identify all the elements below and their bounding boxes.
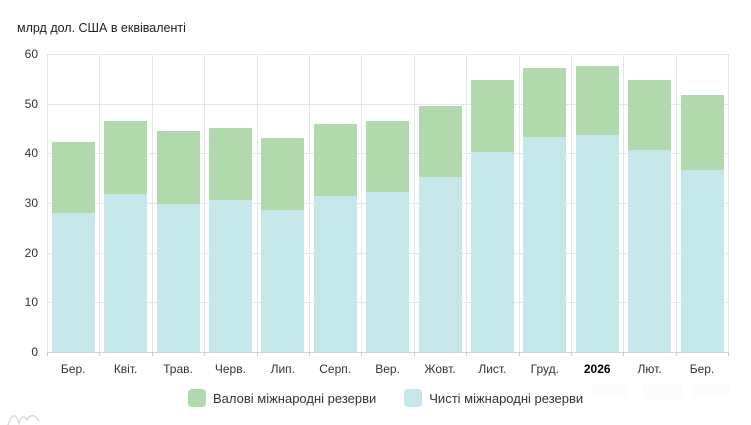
watermark-block	[592, 384, 628, 397]
bar-segment-net-reserves[interactable]	[156, 203, 200, 352]
x-axis-label: Бер.	[60, 362, 86, 376]
bar-segment-net-reserves[interactable]	[313, 196, 357, 352]
x-axis-tick	[309, 352, 310, 356]
x-axis-label: Жовт.	[424, 362, 456, 376]
x-axis-tick	[571, 352, 572, 356]
legend-label-gross: Валові міжнародні резерви	[213, 390, 377, 406]
x-axis-tick	[99, 352, 101, 356]
bar-segment-net-reserves[interactable]	[261, 210, 305, 352]
legend-item-gross-reserves[interactable]: Валові міжнародні резерви	[188, 389, 376, 407]
y-axis-label: 40	[24, 146, 38, 161]
bar-segment-net-reserves[interactable]	[104, 194, 148, 352]
bar-segment-gross-reserves[interactable]	[313, 123, 357, 197]
bar-segment-net-reserves[interactable]	[470, 151, 514, 352]
x-axis-tick	[623, 352, 625, 356]
y-axis-label: 20	[24, 245, 38, 260]
x-axis-tick	[47, 352, 48, 356]
bar-segment-gross-reserves[interactable]	[104, 120, 148, 195]
bar-segment-net-reserves[interactable]	[575, 135, 619, 352]
x-axis-tick	[204, 352, 206, 356]
x-axis-label: Трав.	[163, 362, 193, 376]
bar-segment-gross-reserves[interactable]	[156, 131, 200, 204]
x-axis-label: Серп.	[319, 362, 352, 376]
legend-label-net: Чисті міжнародні резерви	[429, 390, 584, 406]
legend-swatch-gross-icon	[188, 389, 206, 407]
bar-segment-gross-reserves[interactable]	[261, 138, 305, 211]
bar-segment-net-reserves[interactable]	[208, 200, 252, 352]
bar-segment-gross-reserves[interactable]	[418, 106, 462, 177]
horizontal-gridline	[47, 54, 729, 55]
y-axis-label: 50	[24, 96, 38, 111]
x-axis-tick	[151, 352, 153, 356]
bar-segment-net-reserves[interactable]	[523, 137, 567, 352]
x-axis-label: 2026	[583, 362, 611, 376]
x-axis-label: Лип.	[270, 362, 295, 376]
bar-segment-gross-reserves[interactable]	[680, 95, 724, 170]
x-axis-tick	[413, 352, 415, 356]
y-axis-label: 0	[31, 345, 38, 359]
x-axis-tick	[675, 352, 677, 356]
legend-item-net-reserves[interactable]: Чисті міжнародні резерви	[404, 389, 583, 407]
x-axis-label: Груд.	[530, 362, 559, 376]
x-axis-tick	[256, 352, 258, 356]
bar-segment-net-reserves[interactable]	[366, 192, 410, 352]
x-axis-label: Квіт.	[113, 362, 138, 376]
bar-segment-gross-reserves[interactable]	[575, 65, 619, 136]
bar-segment-net-reserves[interactable]	[680, 169, 724, 352]
watermark-logo-icon	[7, 414, 40, 425]
chart-title: млрд дол. США в еквіваленті	[17, 21, 186, 35]
bar-segment-gross-reserves[interactable]	[628, 79, 672, 150]
legend-swatch-net-icon	[404, 389, 423, 407]
bar-segment-gross-reserves[interactable]	[470, 80, 514, 152]
legend: Валові міжнародні резерви Чисті міжнарод…	[188, 389, 583, 407]
horizontal-gridline	[47, 103, 729, 105]
y-axis-label: 30	[24, 196, 38, 210]
y-axis-label: 60	[24, 47, 38, 61]
x-axis-label: Вер.	[375, 362, 400, 376]
plot-area	[47, 54, 730, 353]
bar-segment-gross-reserves[interactable]	[51, 141, 95, 213]
x-axis-label: Лист.	[478, 362, 507, 376]
x-axis-tick	[466, 352, 468, 356]
watermark-block	[642, 384, 682, 399]
x-axis-label: Лют.	[637, 362, 662, 376]
bar-segment-gross-reserves[interactable]	[208, 128, 252, 201]
x-axis-tick	[361, 352, 363, 356]
watermark-block	[693, 384, 730, 397]
bar-segment-gross-reserves[interactable]	[366, 121, 410, 193]
y-axis-label: 10	[24, 295, 38, 310]
x-axis-line	[47, 352, 729, 353]
bar-segment-net-reserves[interactable]	[51, 212, 95, 352]
bar-segment-net-reserves[interactable]	[628, 149, 672, 352]
x-axis-label: Черв.	[214, 362, 246, 376]
bar-segment-net-reserves[interactable]	[418, 176, 462, 352]
bar-segment-gross-reserves[interactable]	[523, 68, 567, 138]
x-axis-tick	[518, 352, 520, 356]
vertical-gridline	[728, 54, 730, 352]
x-axis-label: Бер.	[689, 362, 715, 376]
x-axis-tick	[728, 352, 730, 356]
